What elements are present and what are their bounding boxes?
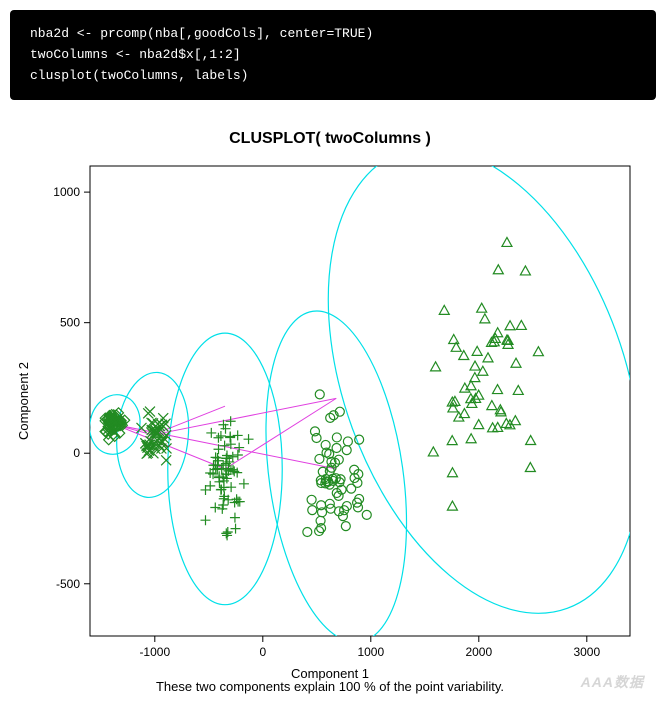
y-tick-label: 500 (60, 316, 80, 330)
watermark: AAA数据 (581, 672, 644, 692)
x-tick-label: -1000 (139, 645, 170, 659)
y-tick-label: 0 (73, 447, 80, 461)
chart-subtitle: These two components explain 100 % of th… (10, 679, 650, 694)
clusplot-svg: Component 2 -1000 0 1000 2000 3000 -500 0 500 100… (10, 156, 650, 666)
code-block: nba2d <- prcomp(nba[,goodCols], center=T… (10, 10, 656, 100)
y-tick-label: -500 (56, 577, 80, 591)
x-tick-label: 0 (259, 645, 266, 659)
chart-container: CLUSPLOT( twoColumns ) Component 2 -1000 0… (10, 130, 650, 694)
code-line-2: twoColumns <- nba2d$x[,1:2] (30, 47, 241, 62)
y-tick-label: 1000 (53, 186, 80, 200)
code-line-3: clusplot(twoColumns, labels) (30, 68, 248, 83)
x-tick-label: 3000 (573, 645, 600, 659)
x-tick-label: 2000 (465, 645, 492, 659)
code-line-1: nba2d <- prcomp(nba[,goodCols], center=T… (30, 26, 373, 41)
x-tick-label: 1000 (357, 645, 384, 659)
y-axis-label: Component 2 (16, 362, 31, 440)
chart-title: CLUSPLOT( twoColumns ) (10, 130, 650, 148)
plot-border (90, 166, 630, 636)
